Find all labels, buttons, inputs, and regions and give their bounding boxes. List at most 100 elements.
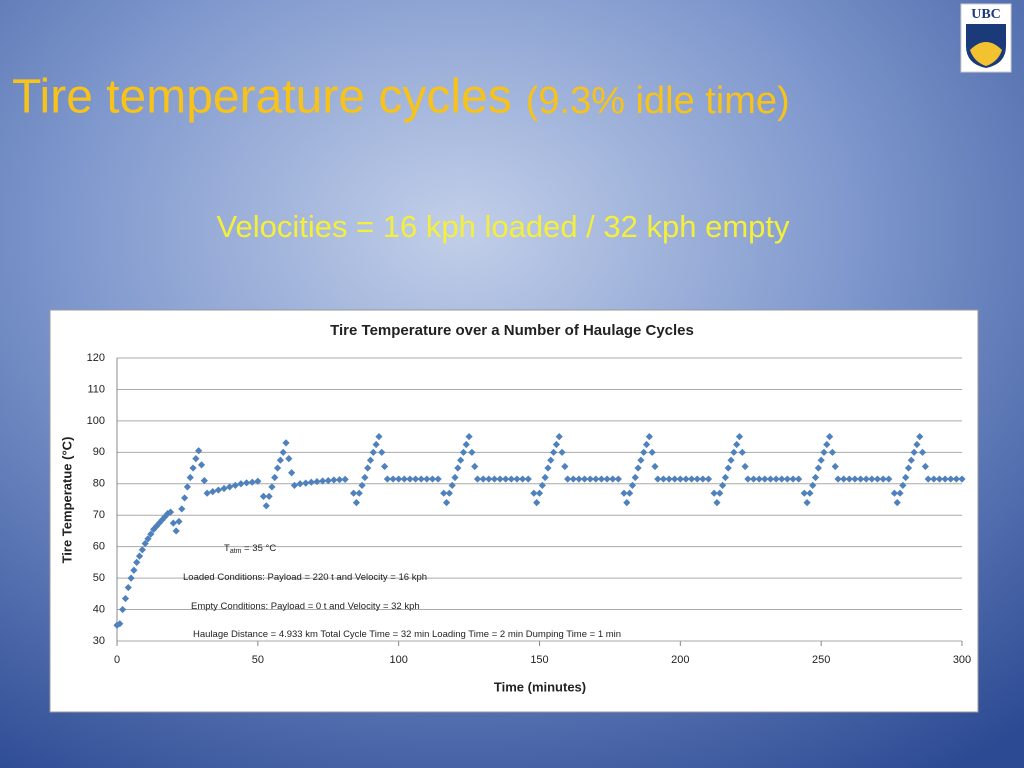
point bbox=[273, 464, 282, 472]
point bbox=[778, 475, 786, 483]
point bbox=[395, 475, 403, 483]
point bbox=[448, 481, 456, 489]
point bbox=[254, 477, 262, 485]
point bbox=[330, 476, 338, 484]
point bbox=[389, 475, 397, 483]
point bbox=[642, 440, 651, 449]
annotation-part: Haulage Distance = 4.933 km Total Cycle … bbox=[193, 629, 621, 640]
point bbox=[575, 475, 583, 483]
point bbox=[411, 475, 420, 483]
y-tick-label: 60 bbox=[93, 541, 105, 553]
point bbox=[164, 510, 172, 518]
point bbox=[597, 475, 606, 483]
point bbox=[279, 448, 287, 456]
point bbox=[113, 621, 121, 629]
point bbox=[626, 489, 634, 497]
point bbox=[718, 481, 727, 489]
point bbox=[507, 475, 515, 483]
annotation: Empty Conditions: Payload = 0 t and Velo… bbox=[191, 601, 420, 612]
point bbox=[352, 499, 361, 507]
logo-text: UBC bbox=[971, 7, 1001, 22]
point bbox=[183, 483, 192, 491]
point bbox=[533, 499, 541, 507]
point bbox=[724, 464, 732, 472]
point bbox=[809, 481, 817, 489]
y-tick-label: 30 bbox=[93, 635, 105, 647]
y-tick-label: 40 bbox=[93, 603, 105, 615]
point bbox=[465, 433, 473, 441]
point bbox=[262, 502, 270, 510]
point bbox=[603, 475, 611, 483]
point bbox=[462, 440, 470, 449]
point bbox=[175, 517, 183, 526]
annotation-part: = 35 °C bbox=[241, 543, 276, 554]
point bbox=[459, 448, 468, 456]
point bbox=[341, 475, 349, 483]
slide-title: Tire temperature cycles bbox=[12, 71, 512, 124]
point bbox=[623, 499, 631, 507]
point bbox=[369, 448, 377, 456]
point bbox=[688, 475, 696, 483]
x-tick-label: 50 bbox=[252, 654, 264, 666]
point bbox=[181, 494, 189, 502]
point bbox=[490, 475, 499, 483]
point bbox=[727, 456, 735, 464]
point bbox=[620, 489, 628, 497]
point bbox=[631, 473, 639, 482]
point bbox=[862, 475, 870, 483]
point bbox=[524, 475, 532, 483]
point bbox=[907, 456, 915, 464]
y-axis-label: Tire Temperatue (°C) bbox=[59, 437, 74, 564]
point bbox=[141, 539, 149, 548]
point bbox=[296, 480, 304, 488]
point bbox=[580, 475, 589, 483]
point bbox=[651, 462, 659, 471]
point bbox=[544, 464, 552, 472]
point bbox=[485, 475, 493, 483]
point bbox=[192, 455, 200, 463]
point bbox=[535, 489, 544, 497]
point bbox=[335, 476, 344, 484]
x-tick-label: 200 bbox=[671, 654, 689, 666]
point bbox=[558, 448, 566, 456]
point bbox=[676, 475, 684, 483]
point bbox=[899, 481, 907, 489]
point bbox=[358, 481, 366, 489]
annotation-part: T bbox=[224, 543, 230, 554]
point bbox=[716, 489, 724, 497]
point bbox=[366, 456, 375, 464]
point bbox=[693, 475, 701, 483]
point bbox=[783, 475, 791, 483]
point bbox=[873, 475, 882, 483]
point bbox=[380, 462, 389, 471]
point bbox=[226, 483, 234, 491]
point bbox=[628, 481, 637, 489]
point bbox=[290, 481, 299, 489]
point bbox=[916, 433, 924, 441]
point bbox=[121, 594, 130, 603]
annotation-part: atm bbox=[230, 548, 242, 555]
point bbox=[609, 475, 617, 483]
point bbox=[851, 475, 859, 483]
point bbox=[133, 558, 141, 566]
x-axis-label: Time (minutes) bbox=[494, 679, 586, 694]
point bbox=[307, 478, 315, 486]
point bbox=[634, 464, 642, 472]
point bbox=[364, 464, 372, 472]
point bbox=[766, 475, 775, 483]
point bbox=[186, 473, 194, 482]
logo: UBC bbox=[960, 3, 1012, 73]
point bbox=[733, 440, 741, 449]
point bbox=[637, 456, 645, 464]
point bbox=[845, 475, 853, 483]
point bbox=[803, 499, 811, 507]
point bbox=[648, 448, 656, 456]
point bbox=[237, 480, 245, 488]
point bbox=[840, 475, 848, 483]
x-tick-label: 0 bbox=[114, 654, 120, 666]
point bbox=[924, 475, 932, 483]
point bbox=[665, 475, 673, 483]
point bbox=[744, 475, 752, 483]
point bbox=[721, 473, 729, 482]
chart-title: Tire Temperature over a Number of Haulag… bbox=[330, 322, 694, 339]
